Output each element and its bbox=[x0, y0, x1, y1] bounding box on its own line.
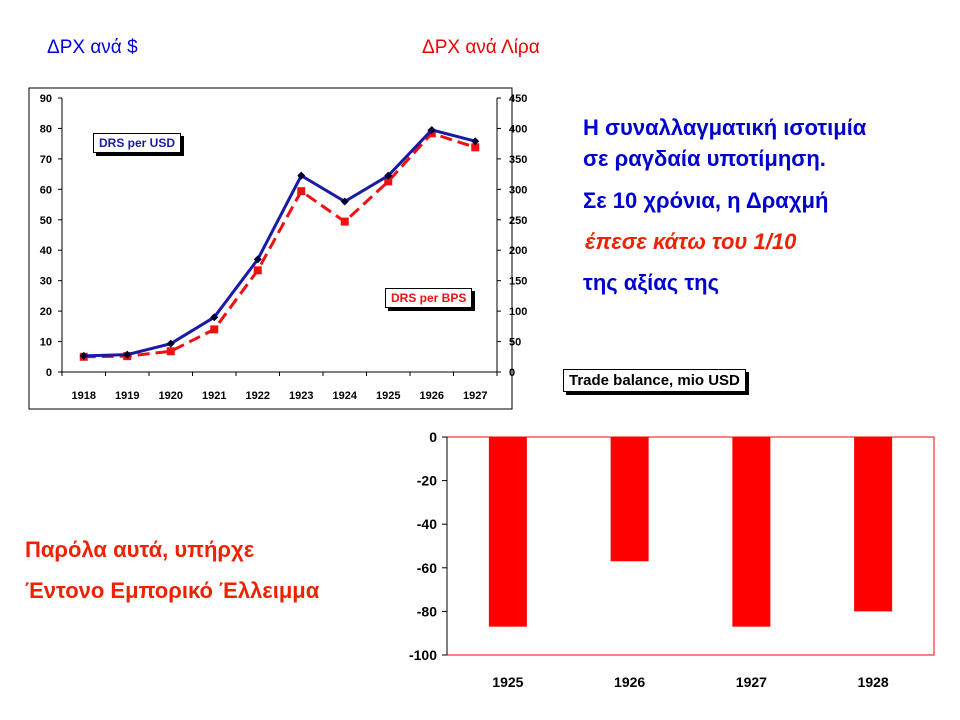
left-tick-label: 40 bbox=[40, 245, 52, 257]
left-tick-label: 90 bbox=[40, 93, 52, 105]
bar-x-tick-label: 1926 bbox=[614, 674, 645, 690]
x-tick-label: 1918 bbox=[72, 390, 96, 402]
bps-point bbox=[297, 187, 306, 196]
right-tick-label: 0 bbox=[509, 367, 515, 379]
x-tick-label: 1926 bbox=[420, 390, 444, 402]
right-tick-label: 100 bbox=[509, 306, 527, 318]
x-tick-label: 1927 bbox=[463, 390, 487, 402]
left-tick-label: 70 bbox=[40, 154, 52, 166]
right-tick-label: 450 bbox=[509, 93, 527, 105]
usd-point bbox=[471, 137, 480, 146]
bar-x-tick-label: 1925 bbox=[492, 674, 523, 690]
bar-y-tick-label: -60 bbox=[417, 560, 437, 576]
bps-point bbox=[166, 347, 175, 356]
x-tick-label: 1919 bbox=[115, 390, 139, 402]
x-tick-label: 1920 bbox=[159, 390, 183, 402]
x-tick-label: 1923 bbox=[289, 390, 313, 402]
right-tick-label: 50 bbox=[509, 337, 521, 349]
legend-usd: DRS per USD bbox=[93, 133, 182, 153]
usd-point bbox=[210, 313, 219, 322]
usd-point bbox=[340, 197, 349, 206]
bps-point bbox=[253, 266, 262, 275]
bar-y-tick-label: 0 bbox=[429, 429, 437, 445]
bar-chart-title: Trade balance, mio USD bbox=[563, 369, 746, 392]
bar-x-tick-label: 1927 bbox=[736, 674, 767, 690]
right-tick-label: 150 bbox=[509, 276, 527, 288]
x-tick-label: 1922 bbox=[246, 390, 270, 402]
x-tick-label: 1924 bbox=[333, 390, 358, 402]
left-tick-label: 80 bbox=[40, 123, 52, 135]
right-tick-label: 300 bbox=[509, 184, 527, 196]
right-tick-label: 250 bbox=[509, 215, 527, 227]
left-tick-label: 60 bbox=[40, 184, 52, 196]
legend-bps: DRS per BPS bbox=[385, 288, 473, 308]
deficit-line-1: Παρόλα αυτά, υπήρχε bbox=[25, 537, 255, 562]
left-tick-label: 50 bbox=[40, 215, 52, 227]
usd-point bbox=[79, 351, 88, 360]
usd-point bbox=[253, 255, 262, 264]
usd-point bbox=[297, 171, 306, 180]
line-chart-frame bbox=[28, 87, 513, 410]
trade-bar bbox=[732, 437, 771, 627]
bar-y-tick-label: -80 bbox=[417, 603, 437, 619]
text-line-5: της αξίας της bbox=[583, 270, 720, 295]
text-line-2: σε ραγδαία υποτίμηση. bbox=[583, 146, 826, 171]
bar-y-tick-label: -20 bbox=[417, 473, 437, 489]
usd-point bbox=[123, 350, 132, 359]
bps-point bbox=[471, 143, 480, 152]
bps-series-line bbox=[83, 131, 476, 359]
bar-y-tick-label: -40 bbox=[417, 516, 437, 532]
text-line-4: έπεσε κάτω του 1/10 bbox=[585, 229, 797, 254]
trade-bar bbox=[854, 437, 893, 612]
bar-x-tick-label: 1928 bbox=[858, 674, 889, 690]
right-tick-label: 350 bbox=[509, 154, 527, 166]
trade-bar bbox=[488, 437, 527, 627]
usd-point bbox=[427, 125, 436, 134]
left-tick-label: 10 bbox=[40, 337, 52, 349]
usd-point bbox=[166, 339, 175, 348]
deficit-line-2: Έντονο Εμπορικό Έλλειμμα bbox=[25, 578, 320, 603]
bps-point bbox=[340, 217, 349, 226]
usd-header: ΔΡΧ ανά $ bbox=[47, 37, 138, 58]
x-tick-label: 1925 bbox=[376, 390, 400, 402]
right-tick-label: 400 bbox=[509, 123, 527, 135]
left-tick-label: 0 bbox=[46, 367, 52, 379]
left-tick-label: 30 bbox=[40, 276, 52, 288]
text-line-3: Σε 10 χρόνια, η Δραχμή bbox=[583, 188, 829, 213]
bar-y-tick-label: -100 bbox=[409, 647, 437, 663]
text-line-1: Η συναλλαγματική ισοτιμία bbox=[583, 115, 867, 140]
left-tick-label: 20 bbox=[40, 306, 52, 318]
trade-bar bbox=[610, 437, 649, 562]
usd-point bbox=[384, 171, 393, 180]
bps-point bbox=[210, 325, 219, 334]
usd-series-line bbox=[83, 128, 476, 358]
x-tick-label: 1921 bbox=[202, 390, 226, 402]
lira-header: ΔΡΧ ανά Λίρα bbox=[422, 37, 540, 58]
right-tick-label: 200 bbox=[509, 245, 527, 257]
bps-point bbox=[384, 177, 393, 186]
